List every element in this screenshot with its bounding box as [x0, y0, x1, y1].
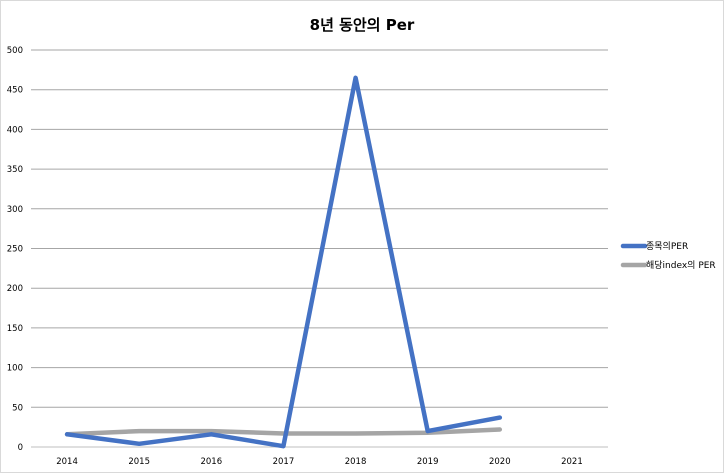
- x-tick-label: 2018: [345, 457, 367, 467]
- y-tick-label: 0: [18, 443, 23, 453]
- chart-title: 8년 동안의 Per: [310, 16, 415, 34]
- x-tick-label: 2019: [417, 457, 439, 467]
- x-tick-label: 2014: [56, 457, 78, 467]
- y-tick-label: 50: [12, 403, 23, 413]
- legend-label: 해당index의 PER: [646, 260, 716, 271]
- series-lines: [64, 75, 503, 449]
- y-tick-label: 200: [7, 284, 23, 294]
- y-tick-label: 150: [7, 324, 23, 334]
- y-tick-label: 350: [7, 165, 23, 175]
- x-tick-label: 2017: [273, 457, 295, 467]
- y-tick-label: 450: [7, 86, 23, 96]
- legend: 종목의PER 해당index의 PER: [620, 241, 716, 271]
- y-tick-label: 250: [7, 245, 23, 255]
- legend-label: 종목의PER: [646, 241, 688, 252]
- x-tick-label: 2020: [489, 457, 511, 467]
- y-tick-label: 500: [7, 46, 23, 56]
- x-tick-label: 2021: [561, 457, 583, 467]
- y-tick-label: 300: [7, 205, 23, 215]
- x-tick-label: 2015: [128, 457, 150, 467]
- gridlines: [31, 49, 608, 448]
- y-tick-label: 400: [7, 125, 23, 135]
- x-axis-ticks: 2014 2015 2016 2017 2018 2019 2020 2021: [56, 457, 583, 467]
- series-line: [64, 75, 503, 449]
- x-tick-label: 2016: [200, 457, 222, 467]
- y-tick-label: 100: [7, 364, 23, 374]
- y-axis-ticks: 0 50 100 150 200 250 300 350 400 450 500: [7, 46, 23, 453]
